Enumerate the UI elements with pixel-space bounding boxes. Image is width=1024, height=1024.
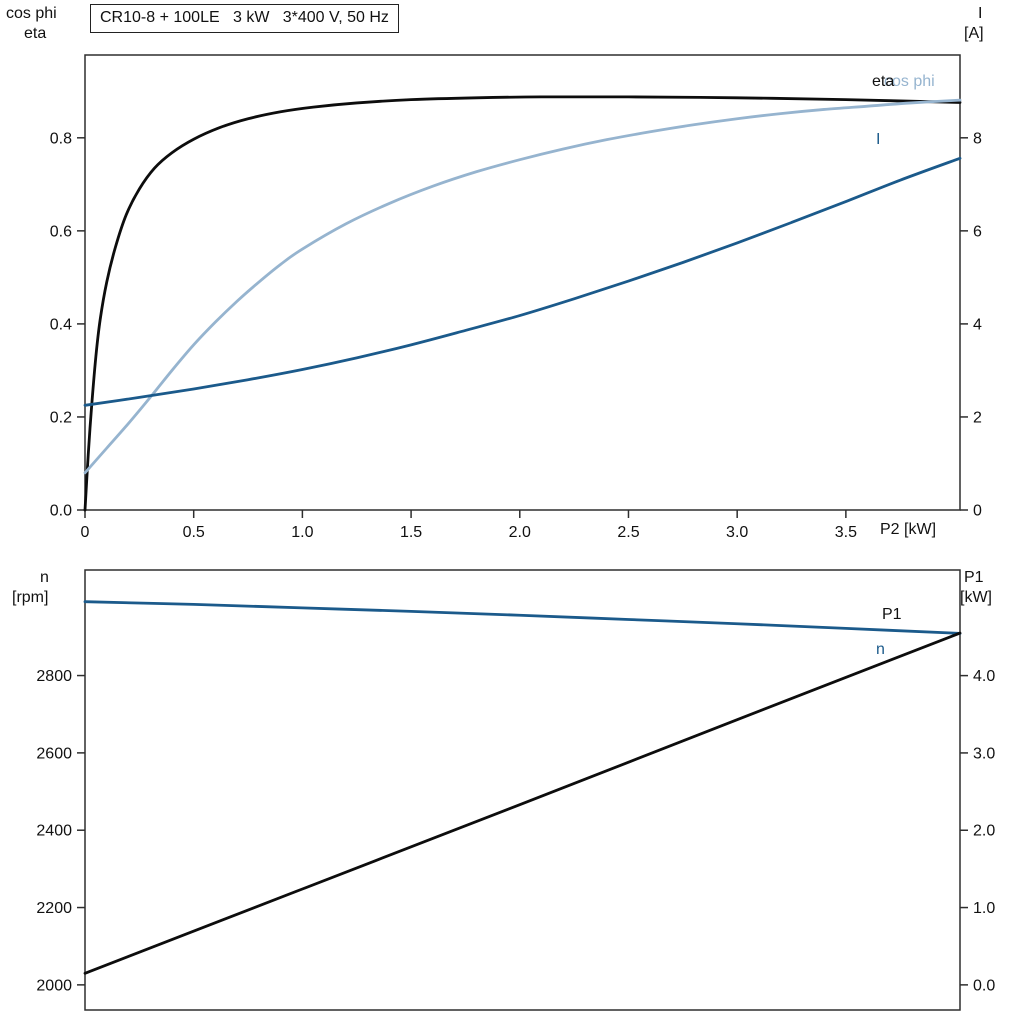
bottom-right-axis-label-p1: P1 xyxy=(964,569,984,586)
bottom-tick-label: 2.0 xyxy=(509,524,531,541)
curve-n xyxy=(83,600,962,635)
curve-i xyxy=(83,156,962,407)
bottom-tick-label: 1.0 xyxy=(291,524,313,541)
right-tick-label: 1.0 xyxy=(973,900,995,917)
right-tick-label: 2 xyxy=(973,409,982,426)
bottom-left-axis-label-n: n xyxy=(40,569,49,586)
curve-label-n: n xyxy=(876,641,885,658)
left-tick-label: 2000 xyxy=(36,977,72,994)
left-tick-label: 2200 xyxy=(36,900,72,917)
top-right-axis-label-current: I xyxy=(978,5,983,22)
left-tick-label: 0.8 xyxy=(50,130,72,147)
right-tick-label: 6 xyxy=(973,223,982,240)
right-tick-label: 4.0 xyxy=(973,668,995,685)
right-tick-label: 0.0 xyxy=(973,977,995,994)
bottom-tick-label: 2.5 xyxy=(617,524,639,541)
x-axis-label-p2-kw: P2 [kW] xyxy=(880,521,937,538)
left-tick-label: 2800 xyxy=(36,668,72,685)
chart-title: CR10-8 + 100LE 3 kW 3*400 V, 50 Hz xyxy=(100,9,389,26)
bottom-tick-label: 1.5 xyxy=(400,524,422,541)
top-right-axis-label-unit-amps: [A] xyxy=(964,25,984,42)
left-tick-label: 0.0 xyxy=(50,503,72,520)
plot-frame-0 xyxy=(84,54,961,511)
left-tick-label: 2600 xyxy=(36,745,72,762)
right-tick-label: 8 xyxy=(973,130,982,147)
bottom-tick-label: 3.0 xyxy=(726,524,748,541)
left-tick-label: 0.6 xyxy=(50,223,72,240)
right-tick-label: 0 xyxy=(973,503,982,520)
right-tick-label: 4 xyxy=(973,316,982,333)
right-tick-label: 3.0 xyxy=(973,745,995,762)
curve-eta xyxy=(83,95,962,512)
left-tick-label: 0.4 xyxy=(50,316,72,333)
curve-label-current: I xyxy=(876,131,881,148)
top-left-axis-label-eta: eta xyxy=(24,25,47,42)
right-tick-label: 2.0 xyxy=(973,823,995,840)
bottom-tick-label: 0.5 xyxy=(183,524,205,541)
left-tick-label: 0.2 xyxy=(50,409,72,426)
chart-title-box: CR10-8 + 100LE 3 kW 3*400 V, 50 Hz xyxy=(90,4,399,33)
bottom-right-axis-label-unit-kw: [kW] xyxy=(960,589,992,606)
plot-frame-1 xyxy=(84,569,961,1011)
bottom-left-axis-label-unit-rpm: [rpm] xyxy=(12,589,49,606)
top-left-axis-label-cos-phi: cos phi xyxy=(6,5,57,22)
curve-label-p1: P1 xyxy=(882,606,902,623)
bottom-tick-label: 3.5 xyxy=(835,524,857,541)
bottom-tick-label: 0 xyxy=(81,524,90,541)
curve-label-cos-phi: cos phi xyxy=(884,73,935,90)
curve-cos-phi xyxy=(83,98,962,475)
curve-p1 xyxy=(83,631,962,975)
curve-label-eta: eta xyxy=(872,73,895,90)
left-tick-label: 2400 xyxy=(36,823,72,840)
